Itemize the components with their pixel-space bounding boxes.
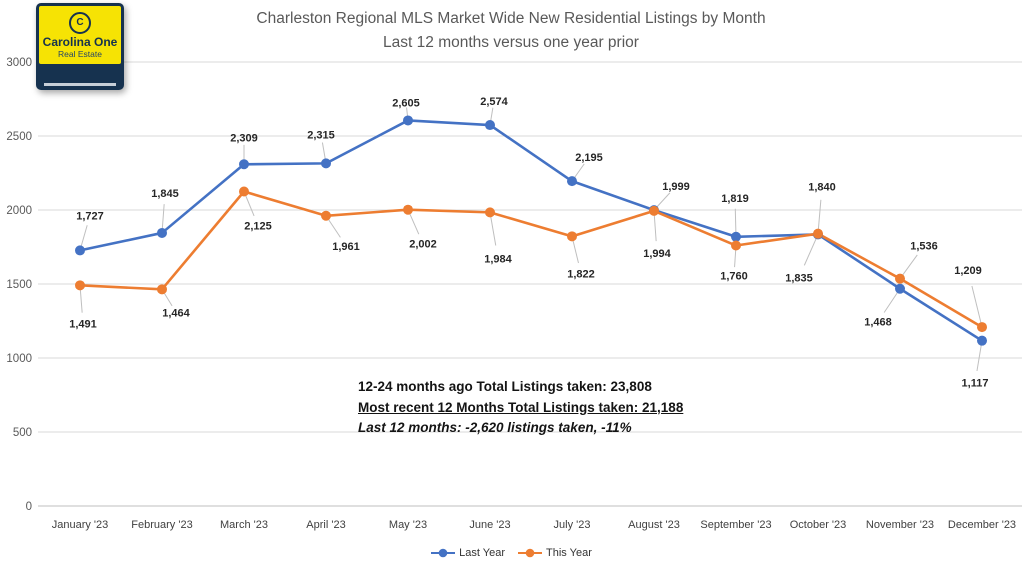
data-label: 1,468 xyxy=(864,317,892,329)
marker-this-year xyxy=(321,210,331,221)
marker-last-year xyxy=(977,335,987,346)
marker-this-year xyxy=(895,273,905,284)
marker-this-year xyxy=(977,322,987,333)
x-tick-label: December '23 xyxy=(948,519,1016,531)
data-label: 1,536 xyxy=(910,241,938,253)
x-tick-label: August '23 xyxy=(628,519,680,531)
x-tick-label: April '23 xyxy=(306,519,345,531)
series-line-this-year xyxy=(78,190,984,329)
y-tick-label: 3000 xyxy=(6,57,32,69)
marker-this-year xyxy=(239,186,249,197)
marker-last-year xyxy=(75,245,85,256)
logo-bottom-strip xyxy=(44,83,116,86)
marker-last-year xyxy=(321,158,331,169)
data-label: 2,195 xyxy=(575,152,603,164)
legend-item-this-year: This Year xyxy=(517,547,592,559)
y-tick-label: 1000 xyxy=(6,353,32,365)
x-tick-label: January '23 xyxy=(52,519,109,531)
data-label: 2,309 xyxy=(230,132,258,144)
last-year-line-marker-icon xyxy=(431,548,456,558)
data-label: 1,760 xyxy=(720,271,748,283)
marker-last-year xyxy=(731,231,741,242)
data-label: 1,840 xyxy=(808,182,836,194)
legend-label-this-year: This Year xyxy=(546,547,592,559)
label-leader xyxy=(817,199,822,234)
data-label: 2,315 xyxy=(307,129,335,141)
marker-last-year xyxy=(403,115,413,126)
legend-item-last-year: Last Year xyxy=(430,547,505,559)
y-tick-label: 2000 xyxy=(6,205,32,217)
x-tick-label: May '23 xyxy=(389,519,427,531)
data-label: 1,835 xyxy=(785,272,813,284)
data-label: 2,605 xyxy=(392,97,420,109)
data-label: 1,984 xyxy=(484,253,512,265)
marker-last-year xyxy=(895,283,905,294)
logo-plate: C Carolina One Real Estate xyxy=(39,6,121,64)
label-leader xyxy=(803,234,819,266)
marker-this-year xyxy=(813,228,823,239)
annotation-line1: 12-24 months ago Total Listings taken: 2… xyxy=(358,379,652,394)
data-label: 1,727 xyxy=(76,210,104,222)
circled-c-icon: C xyxy=(69,11,91,34)
x-tick-label: June '23 xyxy=(469,519,510,531)
y-tick-label: 0 xyxy=(26,501,32,513)
label-leader xyxy=(971,285,983,328)
logo-tagline: Real Estate xyxy=(58,48,102,59)
marker-last-year xyxy=(567,176,577,187)
label-leader xyxy=(489,212,497,246)
legend-label-last-year: Last Year xyxy=(459,547,505,559)
data-label: 2,125 xyxy=(244,221,272,233)
x-tick-label: October '23 xyxy=(790,519,847,531)
marker-this-year xyxy=(403,204,413,215)
data-label: 2,574 xyxy=(480,96,508,108)
chart-title-line1: Charleston Regional MLS Market Wide New … xyxy=(256,10,766,27)
y-tick-label: 500 xyxy=(13,427,32,439)
x-tick-label: February '23 xyxy=(131,519,192,531)
marker-this-year xyxy=(731,240,741,251)
data-label: 1,994 xyxy=(643,248,671,260)
marker-this-year xyxy=(485,207,495,218)
chart-title-line2: Last 12 months versus one year prior xyxy=(383,34,639,51)
marker-last-year xyxy=(485,120,495,131)
marker-last-year xyxy=(239,159,249,170)
annotation-line2: Most recent 12 Months Total Listings tak… xyxy=(358,399,684,415)
data-label: 2,002 xyxy=(409,239,437,251)
marker-last-year xyxy=(157,227,167,238)
carolina-one-logo: C Carolina One Real Estate xyxy=(36,3,124,90)
this-year-line-marker-icon xyxy=(518,548,542,558)
y-tick-label: 1500 xyxy=(6,279,32,291)
data-label: 1,464 xyxy=(162,307,190,319)
marker-this-year xyxy=(75,280,85,291)
chart-legend: Last Year This Year xyxy=(0,547,1022,559)
data-label: 1,999 xyxy=(662,181,690,193)
marker-this-year xyxy=(567,231,577,242)
label-leader xyxy=(653,210,657,242)
label-leader xyxy=(976,340,983,372)
data-label: 1,845 xyxy=(151,188,179,200)
summary-annotation: 12-24 months ago Total Listings taken: 2… xyxy=(358,377,683,439)
annotation-line3: Last 12 months: -2,620 listings taken, -… xyxy=(358,420,632,435)
logo-symbol: C xyxy=(76,17,84,28)
data-label: 1,209 xyxy=(954,265,982,277)
data-label: 1,491 xyxy=(69,318,97,330)
series-line-last-year xyxy=(78,119,984,342)
logo-name: Carolina One xyxy=(42,34,118,49)
marker-this-year xyxy=(649,205,659,216)
data-label: 1,117 xyxy=(962,378,989,390)
x-tick-label: September '23 xyxy=(700,519,771,531)
data-label: 1,822 xyxy=(567,268,595,280)
y-tick-label: 2500 xyxy=(6,131,32,143)
chart-title: Charleston Regional MLS Market Wide New … xyxy=(0,7,1022,55)
x-tick-label: November '23 xyxy=(866,519,934,531)
marker-this-year xyxy=(157,284,167,295)
data-label: 1,819 xyxy=(721,193,749,205)
x-tick-label: July '23 xyxy=(554,519,591,531)
x-tick-label: March '23 xyxy=(220,519,268,531)
data-label: 1,961 xyxy=(332,241,360,253)
